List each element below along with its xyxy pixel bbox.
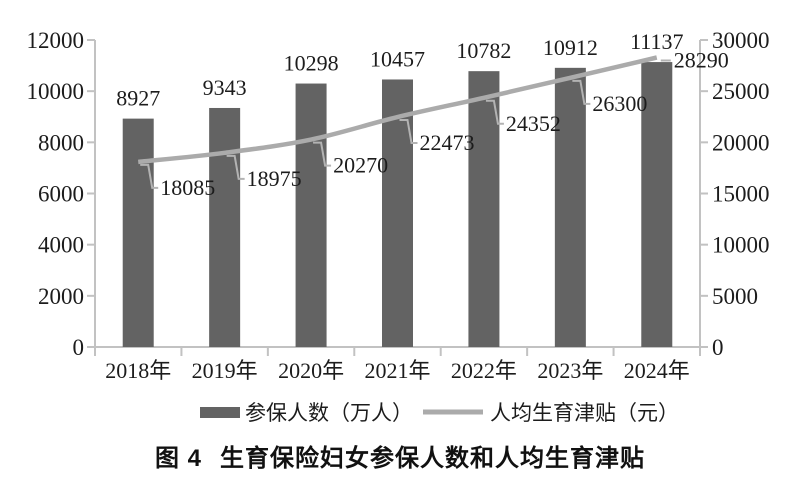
line-value-label: 24352 [506,111,561,136]
x-axis-category-label: 2023年 [537,358,603,383]
legend-bar-label: 参保人数（万人） [245,401,413,425]
line-value-label: 26300 [592,91,647,116]
leader-line [485,99,504,125]
leader-line [313,141,332,167]
x-axis-category-label: 2019年 [192,358,258,383]
bar [209,107,241,347]
figure-caption: 图 4 生育保险妇女参保人数和人均生育津贴 [0,438,800,473]
left-axis-tick-label: 2000 [38,284,84,309]
x-axis-category-label: 2021年 [364,358,430,383]
line-value-label: 18975 [247,166,302,191]
bar [641,62,673,347]
left-axis-tick-label: 12000 [27,28,85,53]
line-value-label: 20270 [333,153,388,178]
bar-value-label: 10298 [284,51,339,76]
figure-number: 图 4 [154,445,202,472]
leader-line [140,163,159,189]
x-axis-category-label: 2024年 [624,358,690,383]
bar-value-label: 10457 [370,46,425,71]
line-value-label: 28290 [674,47,729,72]
bar-value-label: 9343 [203,75,247,100]
bar [122,118,154,347]
left-axis-tick-label: 4000 [38,233,84,258]
right-axis-tick-label: 30000 [712,28,770,53]
left-axis-tick-label: 6000 [38,182,84,207]
left-axis-tick-label: 8000 [38,130,84,155]
x-axis-category-label: 2022年 [451,358,517,383]
line-value-label: 18085 [160,175,215,200]
left-axis-tick-label: 10000 [27,79,85,104]
figure-title: 生育保险妇女参保人数和人均生育津贴 [220,445,645,472]
line-value-label: 22473 [420,130,475,155]
trend-line [137,55,658,165]
bar [468,71,500,348]
right-axis-tick-label: 10000 [712,233,770,258]
left-axis-tick-label: 0 [73,335,85,360]
combo-chart: 0 2000 4000 6000 8000 10000 12000 0 5000 10000 150… [27,28,770,425]
leader-line [399,119,418,145]
bar-value-label: 10782 [456,38,511,63]
right-axis-tick-label: 0 [712,335,724,360]
leader-line [226,154,245,180]
right-axis-tick-label: 20000 [712,130,770,155]
x-axis-category-label: 2020年 [278,358,344,383]
bar-value-label: 11137 [630,29,683,54]
legend-bar-swatch [200,407,240,418]
right-axis-tick-label: 15000 [712,182,770,207]
leader-line [572,79,591,105]
bar-value-label: 10912 [543,35,598,60]
bar-value-label: 8927 [116,86,160,111]
right-axis-tick-label: 25000 [712,79,770,104]
legend-line-label: 人均生育津贴（元） [490,401,679,425]
right-axis-tick-label: 5000 [712,284,758,309]
x-axis-category-label: 2018年 [105,358,171,383]
bar [554,67,586,348]
bar [295,83,327,347]
